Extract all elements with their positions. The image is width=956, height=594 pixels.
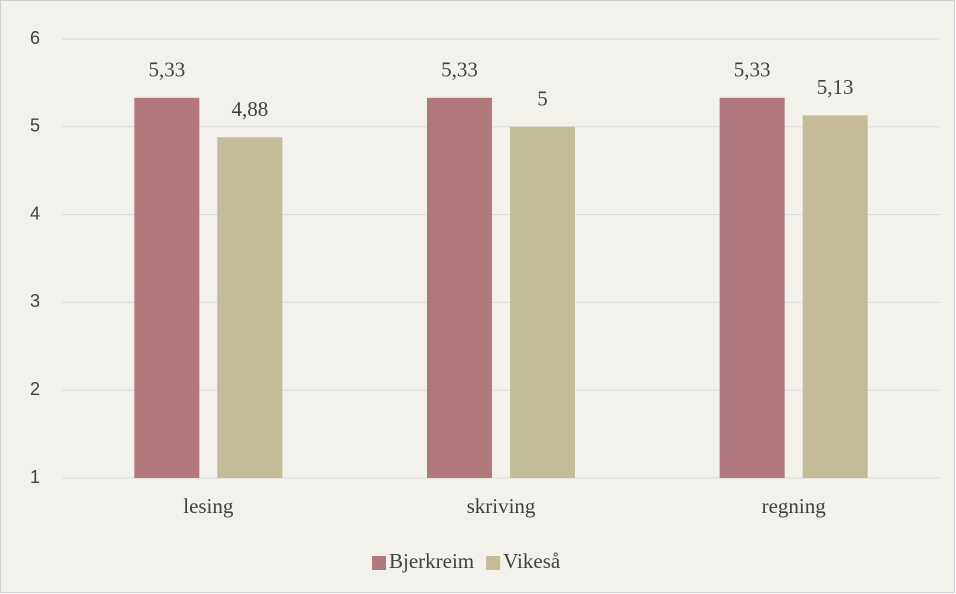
value-label: 5,33 <box>441 58 478 82</box>
value-label: 4,88 <box>231 97 268 121</box>
value-label: 5,13 <box>817 75 854 99</box>
value-label: 5 <box>537 87 548 111</box>
y-tick-label: 2 <box>30 379 40 399</box>
bar <box>719 97 785 479</box>
value-label: 5,33 <box>148 58 185 82</box>
y-tick-label: 6 <box>30 28 40 48</box>
bar <box>217 137 283 478</box>
y-tick-label: 3 <box>30 291 40 311</box>
bar <box>802 115 868 479</box>
y-tick-label: 1 <box>30 467 40 487</box>
legend-label: Vikeså <box>503 549 561 573</box>
bar <box>134 97 200 479</box>
value-label: 5,33 <box>734 58 771 82</box>
y-tick-label: 4 <box>30 203 40 223</box>
bar <box>510 126 575 479</box>
legend-swatch <box>486 556 501 570</box>
x-tick-label: regning <box>762 494 827 518</box>
x-tick-label: skriving <box>467 494 536 518</box>
bar <box>427 97 492 479</box>
x-tick-label: lesing <box>183 494 234 518</box>
legend-swatch <box>372 556 386 570</box>
legend-label: Bjerkreim <box>389 549 474 573</box>
y-tick-label: 5 <box>30 116 40 136</box>
